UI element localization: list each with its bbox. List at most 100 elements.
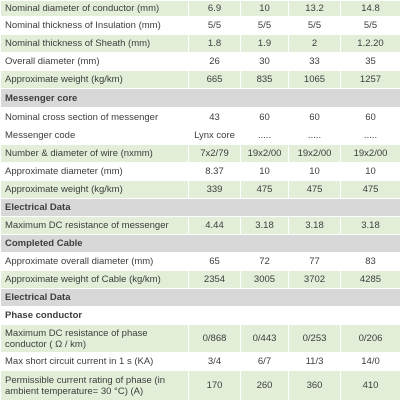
cell-value: 7x2/79 xyxy=(188,144,241,163)
cell-value: 13.2 xyxy=(288,0,341,17)
cell-value: 65 xyxy=(188,252,241,271)
cell-value: 72 xyxy=(240,252,289,271)
row-label: Maximum DC resistance of messenger xyxy=(0,216,189,235)
table-row: Nominal thickness of Insulation (mm) 5/5 5… xyxy=(0,16,400,35)
cell-value: 6/7 xyxy=(240,352,289,371)
row-label: Permissible current rating of phase (in … xyxy=(0,370,189,400)
table-row: Number & diameter of wire (nxmm) 7x2/79 19… xyxy=(0,144,400,163)
row-label: Approximate weight (kg/km) xyxy=(0,70,189,89)
cell-value: ..... xyxy=(340,126,400,145)
cell-value: 83 xyxy=(340,252,400,271)
cell-value: 5/5 xyxy=(288,16,341,35)
table-row: Messenger core xyxy=(0,88,400,108)
cell-value: 10 xyxy=(240,162,289,181)
cell-value: 665 xyxy=(188,70,241,89)
section-header: Phase conductor xyxy=(0,306,400,325)
cell-value: 360 xyxy=(288,370,341,400)
cell-value: 4285 xyxy=(340,270,400,289)
cell-value: ..... xyxy=(288,126,341,145)
cell-value: 1.8 xyxy=(188,34,241,53)
cell-value: 19x2/00 xyxy=(340,144,400,163)
row-label: Nominal thickness of Sheath (mm) xyxy=(0,34,189,53)
cell-value: 3.18 xyxy=(340,216,400,235)
row-label: Nominal cross section of messenger xyxy=(0,107,189,127)
row-label: Overall diameter (mm) xyxy=(0,52,189,71)
cell-value: Lynx core xyxy=(188,126,241,145)
cell-value: 3702 xyxy=(288,270,341,289)
cell-value: 4.44 xyxy=(188,216,241,235)
cell-value: 26 xyxy=(188,52,241,71)
section-header: Electrical Data xyxy=(0,198,400,217)
cell-value: 339 xyxy=(188,180,241,199)
cell-value: 0/253 xyxy=(288,324,341,353)
cell-value: 3005 xyxy=(240,270,289,289)
cell-value: 0/443 xyxy=(240,324,289,353)
cell-value: 43 xyxy=(188,107,241,127)
table-row: Approximate overall diameter (mm) 65 72 77 8… xyxy=(0,252,400,271)
row-label: Max short circuit current in 1 s (KA) xyxy=(0,352,189,371)
row-label: Maximum DC resistance of phase conductor… xyxy=(0,324,189,353)
cell-value: 5/5 xyxy=(340,16,400,35)
row-label: Approximate weight of Cable (kg/km) xyxy=(0,270,189,289)
row-label: Approximate diameter (mm) xyxy=(0,162,189,181)
cell-value: 3.18 xyxy=(288,216,341,235)
row-label: Messenger code xyxy=(0,126,189,145)
cell-value: 30 xyxy=(240,52,289,71)
cell-value: 1.2.20 xyxy=(340,34,400,53)
cell-value: 77 xyxy=(288,252,341,271)
cell-value: 35 xyxy=(340,52,400,71)
table-row: Phase conductor xyxy=(0,306,400,325)
row-label: Nominal diameter of conductor (mm) xyxy=(0,0,189,17)
cell-value: 14.8 xyxy=(340,0,400,17)
row-label: Approximate overall diameter (mm) xyxy=(0,252,189,271)
section-header: Messenger core xyxy=(0,88,400,108)
table-row: Permissible current rating of phase (in … xyxy=(0,370,400,400)
cell-value: 10 xyxy=(288,162,341,181)
cell-value: 5/5 xyxy=(240,16,289,35)
cell-value: 3/4 xyxy=(188,352,241,371)
cell-value: 60 xyxy=(288,107,341,127)
table-row: Approximate weight (kg/km) 339 475 475 475 xyxy=(0,180,400,199)
table-row: Approximate weight (kg/km) 665 835 1065 1257 xyxy=(0,70,400,89)
cell-value: 835 xyxy=(240,70,289,89)
table-row: Electrical Data xyxy=(0,198,400,217)
cell-value: 0/868 xyxy=(188,324,241,353)
cell-value: 5/5 xyxy=(188,16,241,35)
cell-value: 19x2/00 xyxy=(240,144,289,163)
table-row: Approximate weight of Cable (kg/km) 2354 3… xyxy=(0,270,400,289)
cell-value: 60 xyxy=(240,107,289,127)
table-row: Approximate diameter (mm) 8.37 10 10 10 xyxy=(0,162,400,181)
cell-value: 170 xyxy=(188,370,241,400)
table-row: Maximum DC resistance of messenger 4.44 3.… xyxy=(0,216,400,235)
cell-value: 410 xyxy=(340,370,400,400)
cell-value: 1.9 xyxy=(240,34,289,53)
table-row: Max short circuit current in 1 s (KA) 3/4… xyxy=(0,352,400,371)
table-row: Nominal cross section of messenger 43 60 60… xyxy=(0,107,400,127)
cell-value: 2 xyxy=(288,34,341,53)
row-label: Number & diameter of wire (nxmm) xyxy=(0,144,189,163)
table-row: Overall diameter (mm) 26 30 33 35 xyxy=(0,52,400,71)
cell-value: 1065 xyxy=(288,70,341,89)
cell-value: 475 xyxy=(288,180,341,199)
table-row: Maximum DC resistance of phase conductor… xyxy=(0,324,400,353)
cell-value: 33 xyxy=(288,52,341,71)
cell-value: 60 xyxy=(340,107,400,127)
cell-value: 6.9 xyxy=(188,0,241,17)
cell-value: 11/3 xyxy=(288,352,341,371)
cell-value: ..... xyxy=(240,126,289,145)
table-row: Electrical Data xyxy=(0,288,400,307)
table-row: Completed Cable xyxy=(0,234,400,253)
cell-value: 2354 xyxy=(188,270,241,289)
section-header: Electrical Data xyxy=(0,288,400,307)
cell-value: 0/206 xyxy=(340,324,400,353)
table-row: Nominal thickness of Sheath (mm) 1.8 1.9 2 1… xyxy=(0,34,400,53)
cell-value: 475 xyxy=(240,180,289,199)
cell-value: 19x2/00 xyxy=(288,144,341,163)
cell-value: 14/0 xyxy=(340,352,400,371)
table-row: Messenger code Lynx core............... xyxy=(0,126,400,145)
row-label: Approximate weight (kg/km) xyxy=(0,180,189,199)
section-header: Completed Cable xyxy=(0,234,400,253)
cell-value: 1257 xyxy=(340,70,400,89)
